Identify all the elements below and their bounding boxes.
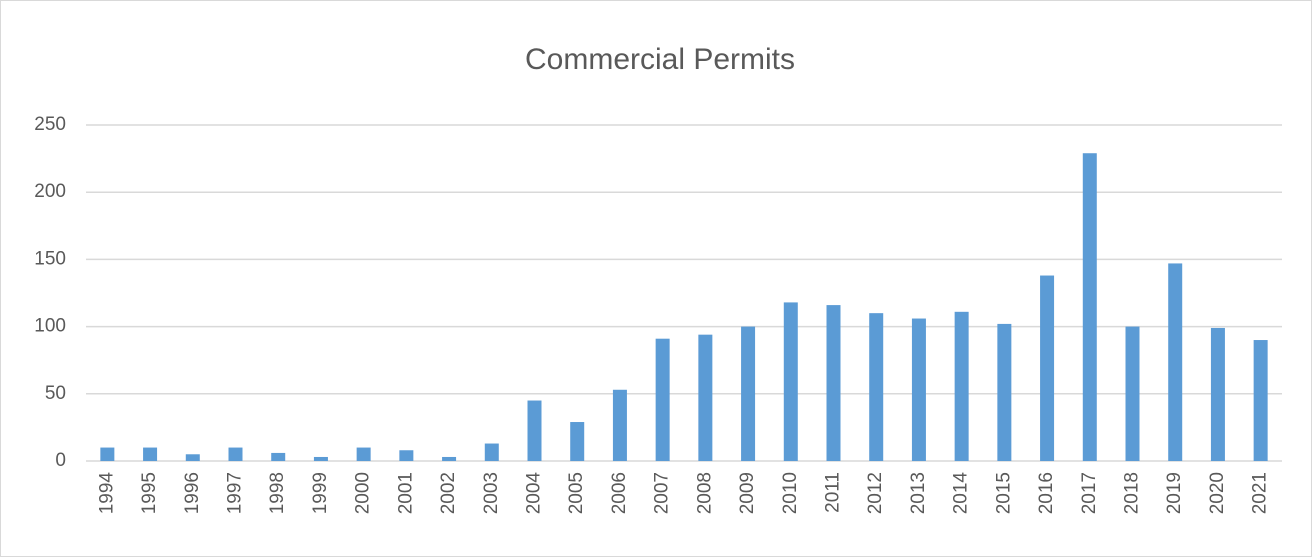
bar <box>1125 326 1140 461</box>
y-tick-label: 50 <box>45 383 66 404</box>
bar <box>954 311 969 461</box>
bar <box>442 456 457 461</box>
y-tick-label: 0 <box>55 450 66 471</box>
x-tick-label: 2008 <box>694 472 715 514</box>
y-tick-label: 150 <box>34 248 66 269</box>
bar <box>100 447 115 461</box>
bar <box>741 326 756 461</box>
bar <box>1253 340 1268 461</box>
x-tick-label: 2019 <box>1164 472 1185 514</box>
bar <box>484 443 499 461</box>
bar <box>399 450 414 461</box>
x-tick-label: 2012 <box>865 472 886 514</box>
bar <box>228 447 243 461</box>
bar <box>783 302 798 461</box>
x-tick-label: 2018 <box>1122 472 1143 514</box>
bar <box>271 452 286 461</box>
x-tick-label: 2005 <box>566 472 587 514</box>
x-tick-label: 2017 <box>1079 472 1100 514</box>
bar <box>997 323 1012 461</box>
x-tick-label: 1995 <box>139 472 160 514</box>
x-tick-label: 1994 <box>96 472 117 515</box>
x-tick-label: 2020 <box>1207 472 1228 514</box>
x-tick-label: 2014 <box>951 472 972 515</box>
bar <box>1210 327 1225 461</box>
bar <box>313 456 328 461</box>
bar <box>143 447 158 461</box>
x-tick-label: 2007 <box>652 472 673 514</box>
bar <box>356 447 371 461</box>
bar <box>826 305 841 461</box>
bar <box>1040 275 1055 461</box>
x-tick-label: 2004 <box>524 472 545 515</box>
bar <box>185 454 200 461</box>
bar <box>869 313 884 461</box>
x-tick-label: 2010 <box>780 472 801 514</box>
bar <box>1082 153 1097 461</box>
x-tick-label: 2003 <box>481 472 502 514</box>
bar <box>527 400 542 461</box>
y-tick-label: 250 <box>34 114 66 135</box>
y-tick-label: 200 <box>34 181 66 202</box>
x-tick-label: 2002 <box>438 472 459 514</box>
x-tick-label: 2011 <box>823 472 844 513</box>
y-tick-label: 100 <box>34 316 66 337</box>
x-tick-label: 2015 <box>993 472 1014 514</box>
x-tick-label: 2021 <box>1250 472 1271 514</box>
chart-title: Commercial Permits <box>525 43 795 76</box>
x-tick-label: 2009 <box>737 472 758 514</box>
x-tick-label: 2001 <box>395 472 416 514</box>
bar <box>655 338 670 461</box>
bar <box>698 334 713 461</box>
x-tick-label: 2013 <box>908 472 929 514</box>
bar <box>1168 263 1183 461</box>
x-tick-label: 1996 <box>182 472 203 514</box>
bar <box>570 422 585 461</box>
x-tick-label: 2006 <box>609 472 630 514</box>
x-tick-label: 1998 <box>267 472 288 514</box>
x-tick-label: 1997 <box>225 472 246 514</box>
x-tick-label: 2016 <box>1036 472 1057 514</box>
x-tick-label: 2000 <box>353 472 374 514</box>
x-tick-label: 1999 <box>310 472 331 514</box>
bar <box>911 318 926 461</box>
bar <box>612 389 627 461</box>
